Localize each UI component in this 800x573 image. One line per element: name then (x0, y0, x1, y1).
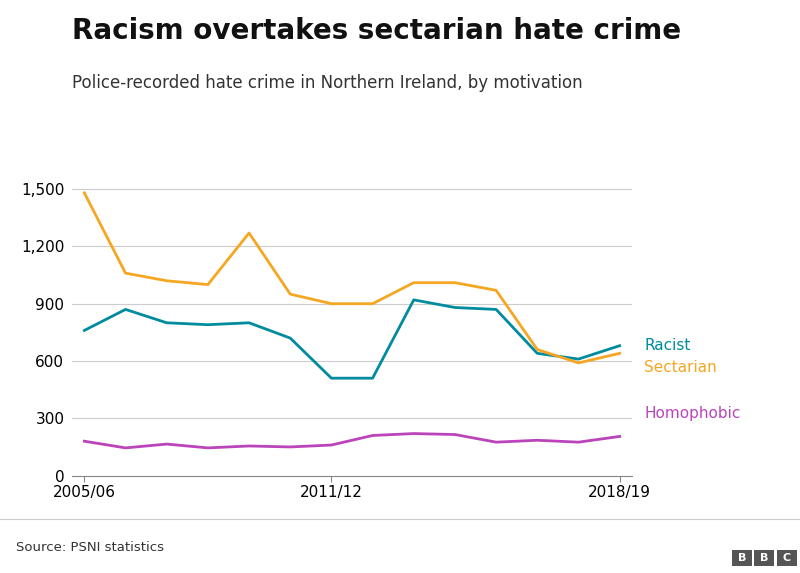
Text: B: B (760, 552, 769, 563)
Text: B: B (738, 552, 746, 563)
Text: Racist: Racist (644, 338, 690, 353)
Text: C: C (782, 552, 791, 563)
Text: Sectarian: Sectarian (644, 360, 717, 375)
Text: Source: PSNI statistics: Source: PSNI statistics (16, 541, 164, 554)
Text: Racism overtakes sectarian hate crime: Racism overtakes sectarian hate crime (72, 17, 681, 45)
Text: Homophobic: Homophobic (644, 406, 740, 421)
Text: Police-recorded hate crime in Northern Ireland, by motivation: Police-recorded hate crime in Northern I… (72, 74, 582, 92)
